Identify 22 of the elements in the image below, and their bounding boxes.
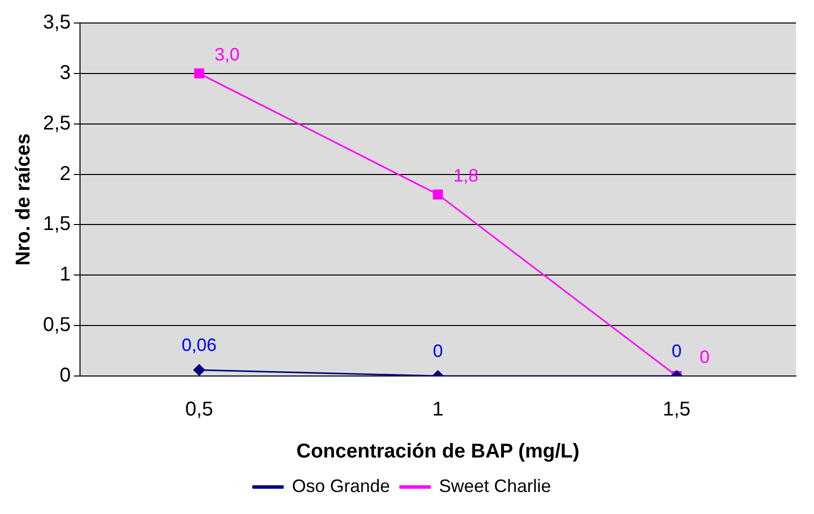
legend-label: Sweet Charlie xyxy=(439,476,552,496)
y-axis-title: Nro. de raíces xyxy=(12,133,35,266)
y-tick-label: 1,5 xyxy=(42,213,71,236)
x-tick-label: 1 xyxy=(432,398,444,421)
point xyxy=(432,189,443,200)
x-tick-label: 0,5 xyxy=(185,398,214,421)
y-tick-label: 0 xyxy=(60,364,71,387)
y-tick-label: 2 xyxy=(60,162,71,185)
data-label: 3,0 xyxy=(214,44,240,64)
data-label: 0 xyxy=(432,340,443,361)
legend-label: Oso Grande xyxy=(292,476,390,496)
data-label: 0 xyxy=(672,340,682,361)
y-tick-label: 3,5 xyxy=(42,12,71,34)
x-axis-title: Concentración de BAP (mg/L) xyxy=(296,440,580,463)
x-tick-label: 1,5 xyxy=(662,398,691,421)
y-tick-label: 0,5 xyxy=(42,314,71,336)
data-label: 0,06 xyxy=(182,334,217,355)
point xyxy=(194,68,204,78)
y-tick-label: 3 xyxy=(60,62,71,84)
y-tick-label: 2,5 xyxy=(42,112,71,134)
data-label: 0 xyxy=(700,346,710,367)
y-tick-label: 1 xyxy=(60,264,71,286)
